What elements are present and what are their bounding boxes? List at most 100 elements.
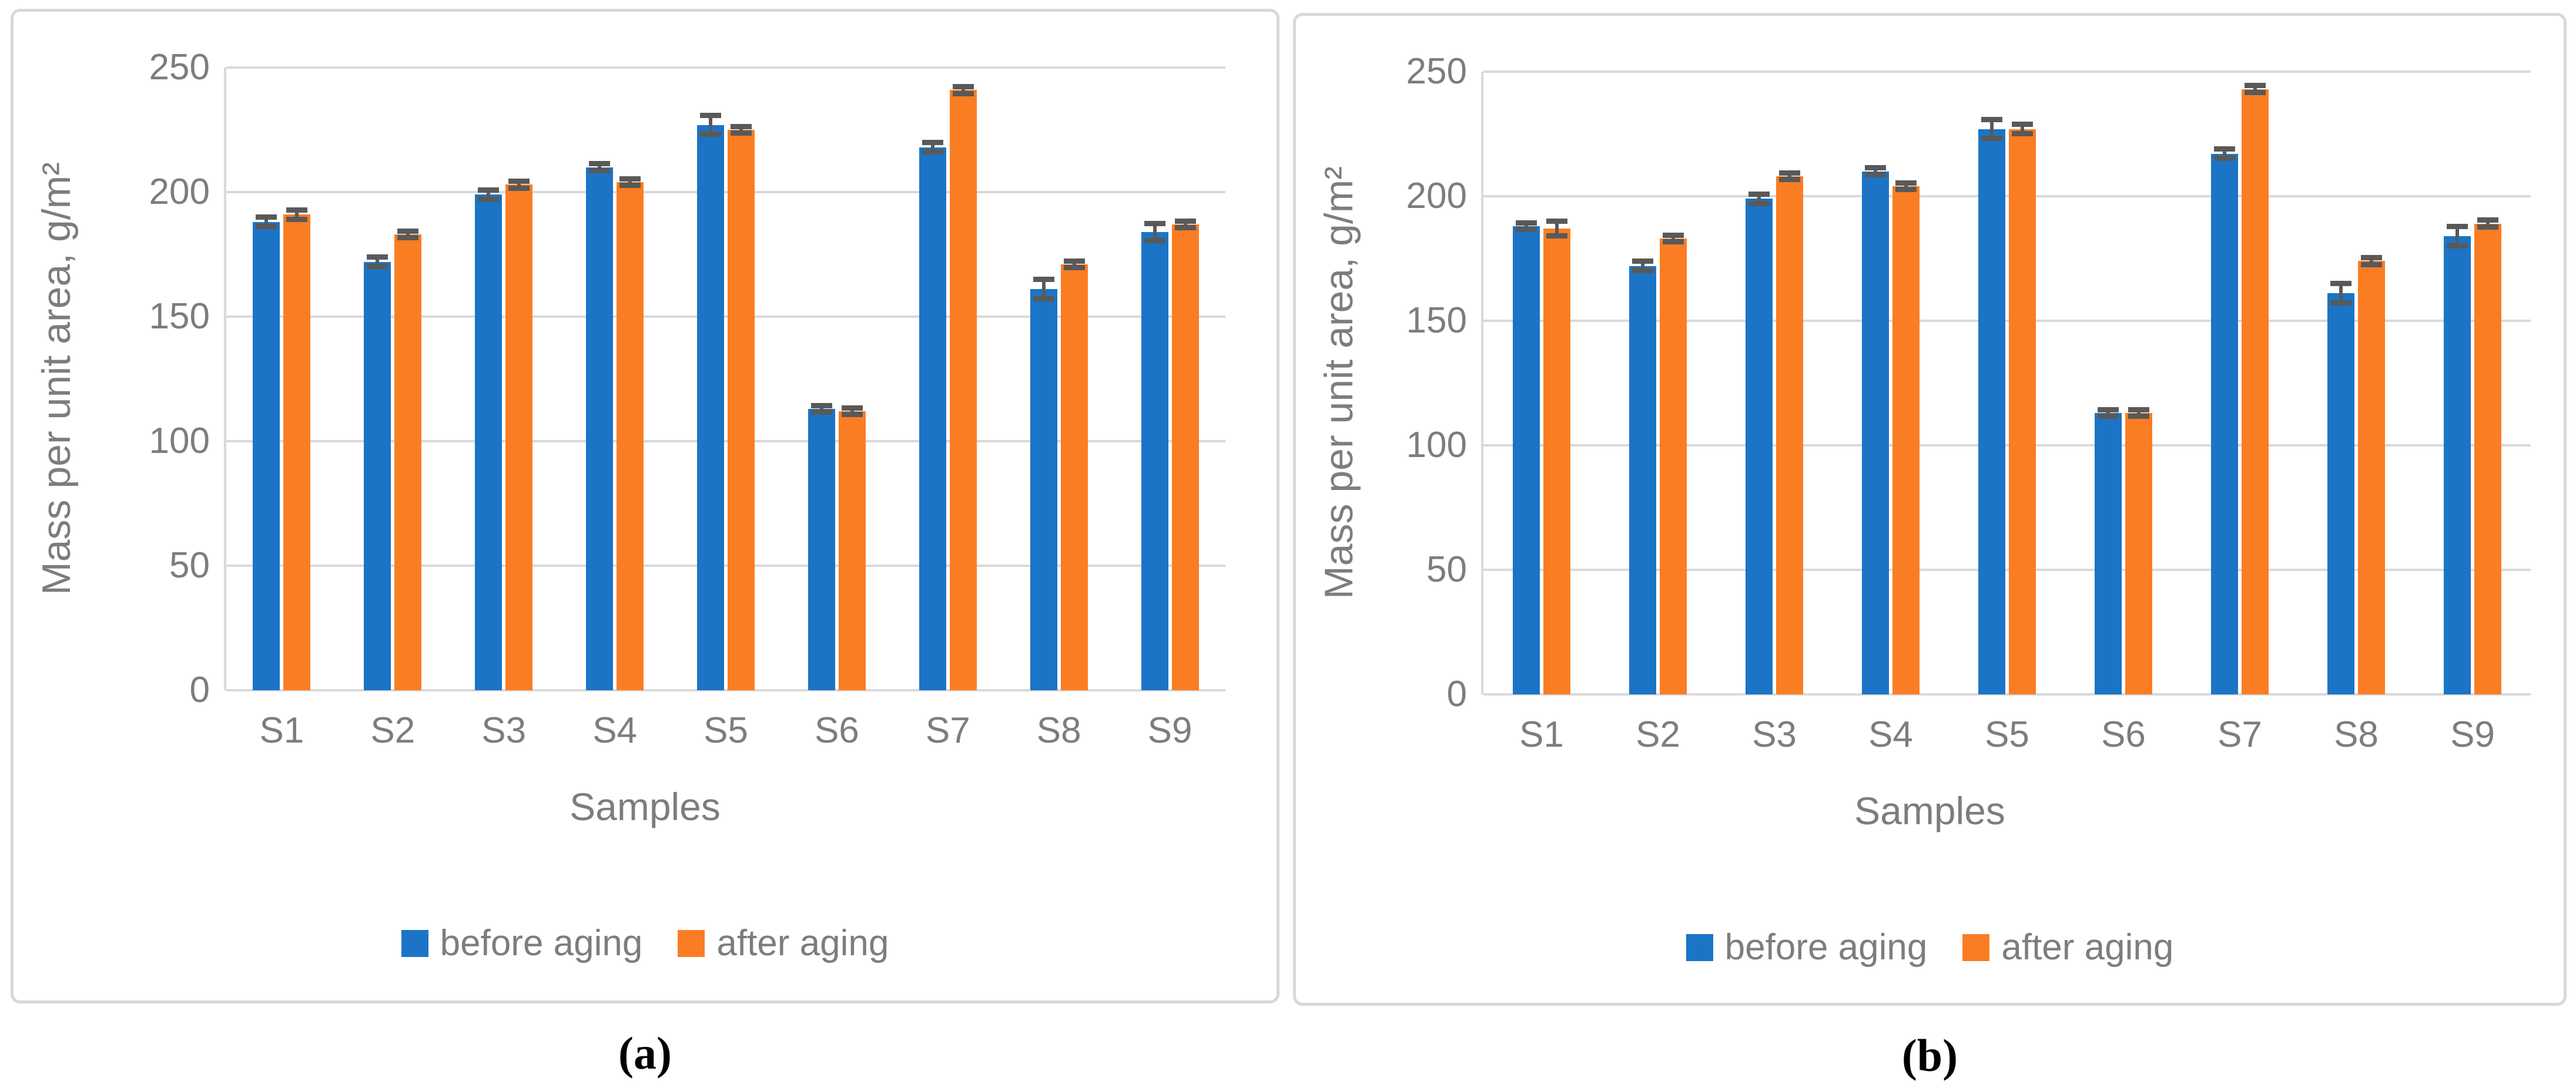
legend-label-after: after aging — [2001, 927, 2174, 968]
error-whisker-S3 — [1757, 193, 1761, 204]
error-cap-top-S5 — [2012, 122, 2033, 127]
error-cap-bottom-S3 — [1748, 200, 1770, 206]
chart-panel-b: Mass per unit area, g/m² 0 50 100 150 200 250… — [1293, 13, 2567, 1006]
bar-after-S7 — [2242, 89, 2269, 694]
bar-after-S6 — [2125, 412, 2152, 694]
gridline-200 — [1483, 195, 2531, 197]
error-cap-top-S1 — [1516, 220, 1537, 226]
bar-before-S9 — [2444, 236, 2471, 694]
x-tick-label-S4: S4 — [592, 710, 638, 751]
error-cap-bottom-S8 — [1033, 296, 1054, 302]
bar-before-S4 — [586, 167, 614, 690]
x-tick-label-S2: S2 — [370, 710, 416, 751]
bar-after-S4 — [1892, 186, 1920, 694]
bar-before-S8 — [2327, 293, 2354, 694]
bar-before-S6 — [2095, 412, 2122, 694]
error-whisker-S4 — [1904, 182, 1908, 190]
error-cap-top-S7 — [952, 83, 974, 89]
y-axis-title: Mass per unit area, g/m² — [1317, 166, 1361, 600]
x-tick-label-S1: S1 — [259, 710, 304, 751]
x-tick-label-S6: S6 — [2101, 714, 2146, 755]
bar-before-S9 — [1141, 231, 1168, 690]
bar-before-S7 — [2211, 153, 2238, 694]
gridline-0 — [226, 689, 1225, 691]
error-cap-bottom-S1 — [1546, 233, 1567, 239]
error-cap-bottom-S3 — [508, 185, 530, 191]
plot-area-a: 0 50 100 150 200 250 S1 S2 S3 S4 S5 S6 S7 S8 S9 — [149, 49, 1225, 749]
error-cap-bottom-S2 — [397, 235, 419, 241]
x-tick-label-S5: S5 — [1985, 714, 2029, 755]
error-whisker-S2 — [406, 230, 410, 239]
error-cap-bottom-S1 — [286, 216, 308, 222]
bar-after-S5 — [728, 130, 755, 690]
y-tick-label-250: 250 — [1406, 51, 1467, 92]
x-tick-label-S2: S2 — [1636, 714, 1680, 755]
x-tick-label-S3: S3 — [481, 710, 527, 751]
error-whisker-S3 — [517, 180, 521, 189]
error-cap-bottom-S5 — [1981, 136, 2002, 142]
error-whisker-S7 — [930, 142, 934, 153]
gridline-100 — [226, 440, 1225, 442]
error-cap-bottom-S2 — [367, 264, 388, 270]
bar-after-S3 — [1776, 176, 1803, 694]
bar-after-S1 — [283, 214, 311, 690]
error-cap-bottom-S8 — [1063, 265, 1085, 271]
x-tick-label-S8: S8 — [2334, 714, 2379, 755]
x-tick-label-S6: S6 — [814, 710, 859, 751]
figure-caption-b: (b) — [1901, 1030, 1958, 1081]
error-whisker-S5 — [709, 115, 712, 135]
error-whisker-S5 — [2021, 124, 2024, 134]
x-tick-label-S9: S9 — [1147, 710, 1192, 751]
error-cap-top-S2 — [1663, 232, 1684, 238]
error-cap-bottom-S2 — [1632, 268, 1653, 274]
bar-after-S4 — [617, 182, 644, 690]
x-tick-label-S5: S5 — [704, 710, 748, 751]
bar-after-S9 — [2474, 223, 2501, 694]
gridline-150 — [1483, 320, 2531, 322]
error-cap-top-S4 — [619, 176, 641, 182]
error-whisker-S6 — [2106, 409, 2110, 417]
error-cap-bottom-S7 — [952, 90, 974, 96]
error-cap-bottom-S9 — [2477, 224, 2498, 230]
error-cap-top-S6 — [2098, 407, 2119, 412]
error-cap-bottom-S1 — [1516, 227, 1537, 233]
error-cap-top-S1 — [286, 207, 308, 213]
error-whisker-S1 — [1525, 222, 1528, 230]
bar-after-S9 — [1171, 224, 1199, 690]
error-whisker-S5 — [1990, 119, 1994, 139]
error-cap-bottom-S3 — [1779, 177, 1800, 183]
error-cap-bottom-S9 — [2447, 243, 2468, 249]
bar-after-S2 — [1660, 239, 1687, 694]
bar-after-S1 — [1543, 229, 1570, 694]
x-tick-label-S9: S9 — [2450, 714, 2495, 755]
error-cap-top-S9 — [2477, 217, 2498, 223]
legend-a: before aging after aging — [14, 922, 1277, 964]
bar-after-S8 — [1060, 264, 1088, 690]
y-tick-label-100: 100 — [1406, 425, 1467, 465]
legend-item-before-aging: before aging — [1686, 926, 1928, 968]
error-cap-top-S5 — [731, 123, 752, 129]
error-cap-top-S7 — [2214, 146, 2235, 152]
error-cap-bottom-S4 — [589, 167, 611, 173]
error-whisker-S8 — [1072, 260, 1076, 268]
error-cap-top-S3 — [1748, 191, 1770, 197]
error-cap-top-S9 — [1144, 221, 1165, 226]
legend-label-before: before aging — [440, 923, 643, 963]
bar-before-S5 — [697, 125, 724, 690]
error-cap-top-S5 — [700, 112, 721, 118]
error-cap-top-S8 — [1063, 258, 1085, 264]
y-axis-line — [224, 68, 226, 690]
error-cap-bottom-S4 — [1865, 172, 1886, 177]
after-aging-swatch-icon — [1962, 933, 1990, 961]
error-whisker-S5 — [739, 126, 743, 134]
error-whisker-S9 — [2456, 226, 2459, 246]
error-whisker-S7 — [2223, 149, 2226, 159]
x-tick-label-S3: S3 — [1752, 714, 1797, 755]
x-tick-label-S7: S7 — [925, 710, 970, 751]
error-cap-bottom-S8 — [2361, 261, 2382, 267]
y-tick-label-250: 250 — [149, 47, 210, 88]
y-tick-label-50: 50 — [1426, 549, 1467, 590]
legend-label-before: before aging — [1724, 927, 1928, 968]
error-cap-top-S9 — [2447, 223, 2468, 229]
bar-after-S2 — [394, 234, 422, 690]
